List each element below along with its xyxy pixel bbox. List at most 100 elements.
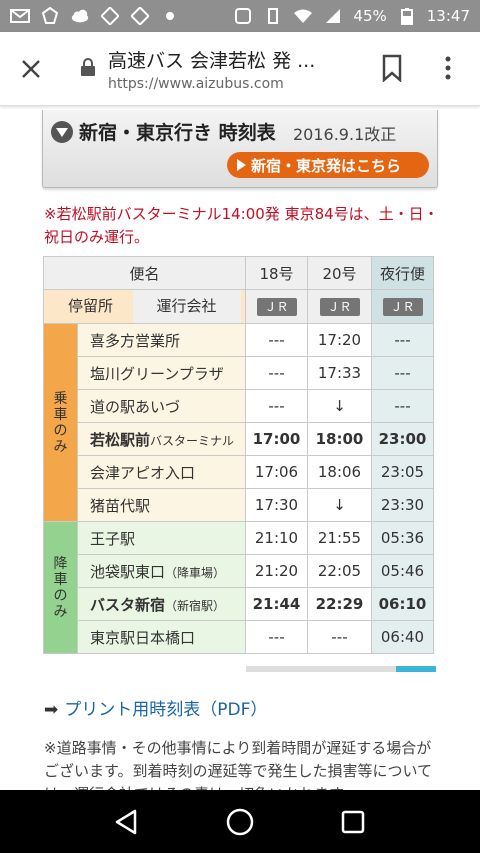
stop-name-text: 塩川グリーンプラザ [90,364,224,383]
side-label-text: 降車のみ [53,555,68,620]
time-cell: 17:06 [245,455,308,489]
back-icon[interactable] [111,806,143,838]
stop-name: 猪苗代駅 [77,488,246,522]
side-label-text: 乗車のみ [53,390,68,455]
time-cell: 05:46 [371,554,434,588]
stop-name: 若松駅前バスターミナル [77,422,246,456]
pdf-link[interactable]: ➡ プリント用時刻表（PDF） [44,695,267,720]
table-row: バスタ新宿（新宿駅） 21:44 22:29 06:10 [44,587,434,621]
time-cell: --- [307,620,372,654]
horizontal-scrollbar[interactable] [246,666,436,672]
system-nav-bar [0,790,480,853]
time-cell: --- [245,323,308,357]
pdf-link-label: プリント用時刻表（PDF） [64,700,268,720]
operator-badge: ＪＲ [382,298,423,316]
battery-percent: 45% [353,7,387,25]
stop-sub-text: （新宿駅） [165,598,226,613]
app-notification-icon [40,7,60,25]
stop-name-text: 会津アピオ入口 [90,463,196,482]
bus-column-header: 20号 [307,256,372,290]
time-cell: 17:33 [307,356,372,390]
time-cell: 21:10 [245,521,308,555]
page-title: 高速バス 会津若松 発 ... [108,50,316,72]
time-cell: 23:30 [371,488,434,522]
table-row: 降車のみ 王子駅 21:10 21:55 05:36 [43,521,434,654]
time-cell: 22:29 [307,587,372,621]
table-row: 会津アピオ入口 17:06 18:06 23:05 [44,455,434,489]
timetable-title: 新宿・東京行き 時刻表 [79,122,276,144]
time-cell: ↓ [307,488,372,522]
stop-name: 会津アピオ入口 [77,455,246,489]
departure-link-label: 新宿・東京発はこちら [251,156,402,175]
operator-cell: ＪＲ [245,289,308,324]
stop-header: 停留所 [67,297,113,315]
page-content: 新宿・東京行き 時刻表 2016.9.1改正 新宿・東京発はこちら ※若松駅前バ… [0,107,480,790]
time-cell: 21:55 [307,521,372,555]
stop-sub-text: （降車場） [165,565,226,580]
recents-icon[interactable] [337,806,369,838]
mail-icon [10,7,30,25]
table-row: 猪苗代駅 17:30 ↓ 23:30 [44,488,434,522]
chevron-down-icon [51,121,73,143]
stop-name: 塩川グリーンプラザ [77,356,246,390]
close-icon[interactable] [18,56,44,82]
operator-badge: ＪＲ [319,298,360,316]
time-cell: --- [245,620,308,654]
stop-name-text: 猪苗代駅 [90,496,151,515]
operator-cell: ＪＲ [307,289,372,324]
bus-column-header: 18号 [245,256,308,290]
alighting-only-label: 降車のみ [43,521,78,654]
operator-badge: ＪＲ [256,298,297,316]
time-cell: 18:00 [307,422,372,456]
departure-link-button[interactable]: 新宿・東京発はこちら [227,152,429,178]
stop-sub-text: バスターミナル [150,433,235,448]
time-cell: 23:00 [371,422,434,456]
time-cell: 22:05 [307,554,372,588]
stop-name-text: 道の駅あいづ [90,397,181,416]
bus-column-header: 夜行便 [371,256,434,290]
stop-name-text: 喜多方営業所 [90,331,181,350]
operator-header: 運行会社 [132,290,241,323]
stop-name: 池袋駅東口（降車場） [77,554,246,588]
stop-name: 道の駅あいづ [77,389,246,423]
time-cell: 05:36 [371,521,434,555]
sync-icon [100,7,120,25]
time-cell: --- [371,356,434,390]
browser-toolbar: 高速バス 会津若松 発 ... https://www.aizubus.com [0,32,480,106]
time-cell: --- [245,389,308,423]
nfc-icon [233,7,253,25]
clock: 13:47 [426,7,470,25]
time-cell: 06:10 [371,587,434,621]
table-row: 乗車のみ 喜多方営業所 --- 17:20 --- [43,323,434,522]
home-icon[interactable] [224,806,256,838]
overflow-menu-icon[interactable] [438,54,458,82]
timetable-header: 新宿・東京行き 時刻表 2016.9.1改正 新宿・東京発はこちら [42,110,438,188]
operator-cell: ＪＲ [371,289,434,324]
time-cell: 21:20 [245,554,308,588]
time-cell: 23:05 [371,455,434,489]
stop-name-text: 王子駅 [90,529,136,548]
time-cell: 17:00 [245,422,308,456]
stop-name-text: バスタ新宿 [90,595,166,614]
stop-name-text: 東京駅日本橋口 [90,628,196,647]
stop-name: バスタ新宿（新宿駅） [77,587,246,621]
vibrate-icon [263,7,283,25]
time-cell: 17:30 [245,488,308,522]
lock-icon [80,58,96,76]
stop-name: 東京駅日本橋口 [77,620,246,654]
disclaimer-text: ※道路事情・その他事情により到着時間が遅延する場合がございます。到着時刻の遅延等… [44,739,433,790]
time-cell: 06:40 [371,620,434,654]
wifi-icon [293,7,313,25]
table-row: 若松駅前バスターミナル 17:00 18:00 23:00 [44,422,434,456]
timetable: 便名 18号 20号 夜行便 停留所 運行会社 ＪＲ ＪＲ ＪＲ 乗車のみ 喜多方営業所 --- 17:… [43,256,434,654]
stop-name: 喜多方営業所 [77,323,246,357]
bookmark-icon[interactable] [380,54,404,83]
table-row: 塩川グリーンプラザ --- 17:33 --- [44,356,434,390]
time-cell: --- [371,323,434,357]
battery-icon [397,7,417,25]
url-text[interactable]: https://www.aizubus.com [108,76,284,92]
signal-icon [323,7,343,25]
scrollbar-thumb[interactable] [396,666,436,672]
revision-date: 2016.9.1改正 [293,125,397,144]
table-row: 池袋駅東口（降車場） 21:20 22:05 05:46 [44,554,434,588]
